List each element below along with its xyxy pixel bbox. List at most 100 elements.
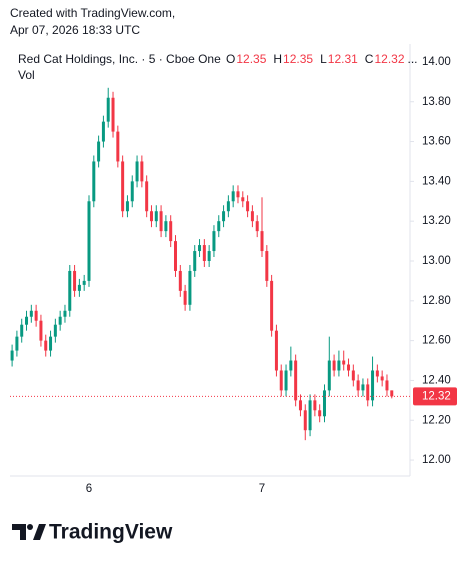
candle-body xyxy=(25,316,29,325)
candle-body xyxy=(198,245,202,252)
candle-body xyxy=(284,370,288,391)
candle-body xyxy=(318,410,322,417)
candle-body xyxy=(135,161,139,182)
logo-icon xyxy=(12,524,26,540)
y-tick-label: 12.80 xyxy=(422,295,451,307)
candle-body xyxy=(183,290,187,305)
candle-body xyxy=(303,410,307,431)
candle-body xyxy=(34,310,38,321)
y-tick-label: 12.60 xyxy=(422,335,451,347)
candle-body xyxy=(29,310,33,317)
price-label-box xyxy=(413,387,457,406)
candle-body xyxy=(154,211,158,222)
candle-body xyxy=(342,360,346,365)
candle-body xyxy=(20,324,24,337)
candle-body xyxy=(111,97,115,132)
candle-body xyxy=(145,181,149,212)
candle-body xyxy=(58,316,62,325)
candle-body xyxy=(63,310,67,317)
candle-body xyxy=(380,376,384,381)
candle-body xyxy=(39,320,43,341)
candle-body xyxy=(246,201,250,212)
x-tick-label: 7 xyxy=(259,483,265,495)
legend-value: 12.35 xyxy=(236,52,266,66)
candle-body xyxy=(231,191,235,202)
candle-body xyxy=(332,360,336,371)
y-tick-label: 13.60 xyxy=(422,136,451,148)
y-tick-label: 13.00 xyxy=(422,255,451,267)
candle-body xyxy=(351,370,355,381)
candle-body xyxy=(174,241,178,271)
candle-body xyxy=(260,231,264,252)
candle-body xyxy=(265,251,269,281)
legend-value: 12.35 xyxy=(283,52,313,66)
candle-body xyxy=(390,390,394,397)
candle-body xyxy=(294,360,298,401)
candle-body xyxy=(97,141,101,162)
candle-body xyxy=(212,231,216,252)
candle-body xyxy=(53,324,57,337)
candle-body xyxy=(222,211,226,222)
date-note: Apr 07, 2026 18:33 UTC xyxy=(10,23,140,37)
candle-body xyxy=(217,221,221,232)
candle-body xyxy=(347,364,351,371)
candle-body xyxy=(188,270,192,305)
logo-text: TradingView xyxy=(49,521,173,544)
legend-key: H xyxy=(273,52,282,66)
legend-key: O xyxy=(226,52,235,66)
candle-body xyxy=(270,280,274,331)
logo-icon xyxy=(27,524,33,530)
price-label: 12.32 xyxy=(422,390,451,402)
logo: TradingView xyxy=(12,521,173,544)
candle-body xyxy=(130,181,134,202)
created-note: Created with TradingView.com, xyxy=(10,6,175,20)
candle-body xyxy=(366,384,370,401)
candle-body xyxy=(159,211,163,232)
candle-body xyxy=(73,270,77,291)
candle-body xyxy=(226,201,230,212)
candle-body xyxy=(178,270,182,291)
candle-body xyxy=(15,336,19,351)
legend-overflow: ... xyxy=(408,52,418,66)
candle-body xyxy=(164,221,168,232)
candle-body xyxy=(101,121,105,142)
candle-body xyxy=(193,251,197,271)
x-tick-label: 6 xyxy=(86,483,92,495)
candle-body xyxy=(298,400,302,411)
candle-body xyxy=(236,191,240,198)
candle-body xyxy=(10,350,14,361)
candle-body xyxy=(322,390,326,417)
y-tick-label: 12.20 xyxy=(422,414,451,426)
y-tick-label: 14.00 xyxy=(422,56,451,68)
legend-value: 12.31 xyxy=(328,52,358,66)
candle-body xyxy=(92,161,96,202)
candle-body xyxy=(361,384,365,391)
candle-body xyxy=(356,380,360,391)
candle-body xyxy=(106,97,110,122)
candle-body xyxy=(207,251,211,261)
volume-label: Vol xyxy=(18,68,35,82)
legend-key: L xyxy=(320,52,327,66)
candle-body xyxy=(375,370,379,377)
candle-body xyxy=(308,400,312,431)
candle-body xyxy=(274,330,278,371)
candle-body xyxy=(327,360,331,391)
candle-body xyxy=(87,201,91,281)
legend-key: C xyxy=(365,52,374,66)
candle-body xyxy=(385,380,389,391)
candle-body xyxy=(371,370,375,401)
candle-body xyxy=(77,284,81,291)
y-tick-label: 12.00 xyxy=(422,454,451,466)
candle-body xyxy=(255,221,259,232)
candle-body xyxy=(68,270,72,311)
y-tick-label: 12.40 xyxy=(422,374,451,386)
candle-body xyxy=(279,370,283,391)
candle-body xyxy=(313,400,317,411)
candle-body xyxy=(169,221,173,242)
y-tick-label: 13.20 xyxy=(422,215,451,227)
candle-body xyxy=(121,161,125,212)
logo-icon xyxy=(33,524,46,540)
y-tick-label: 13.80 xyxy=(422,96,451,108)
legend-value: 12.32 xyxy=(374,52,404,66)
